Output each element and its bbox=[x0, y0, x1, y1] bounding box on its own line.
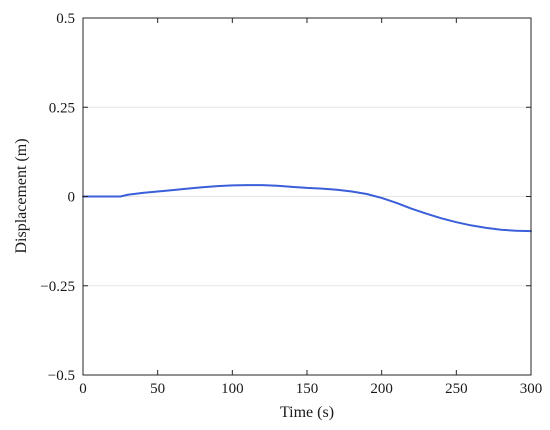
y-tick-label-4: 0.5 bbox=[56, 11, 75, 27]
y-axis-title: Displacement (m) bbox=[13, 138, 30, 253]
x-axis-title: Time (s) bbox=[280, 404, 334, 421]
series-layer bbox=[82, 184, 532, 233]
x-tick-label-2: 100 bbox=[221, 381, 244, 397]
x-tick-label-5: 250 bbox=[445, 381, 468, 397]
x-tick-label-6: 300 bbox=[520, 381, 543, 397]
y-tick-label-3: 0.25 bbox=[49, 100, 75, 116]
y-tick-label-1: −0.25 bbox=[40, 279, 75, 295]
x-tick-label-1: 50 bbox=[150, 381, 165, 397]
grid-layer bbox=[83, 17, 531, 376]
x-tick-label-4: 200 bbox=[370, 381, 393, 397]
series-line-0 bbox=[82, 184, 532, 233]
x-tick-label-0: 0 bbox=[79, 381, 87, 397]
y-tick-label-2: 0 bbox=[68, 190, 76, 206]
x-tick-label-3: 150 bbox=[296, 381, 319, 397]
axes-layer: −0.5 −0.25 0 0.25 0.5 0 50 100 150 200 250 300 bbox=[40, 11, 542, 397]
y-tick-label-0: −0.5 bbox=[48, 368, 75, 384]
